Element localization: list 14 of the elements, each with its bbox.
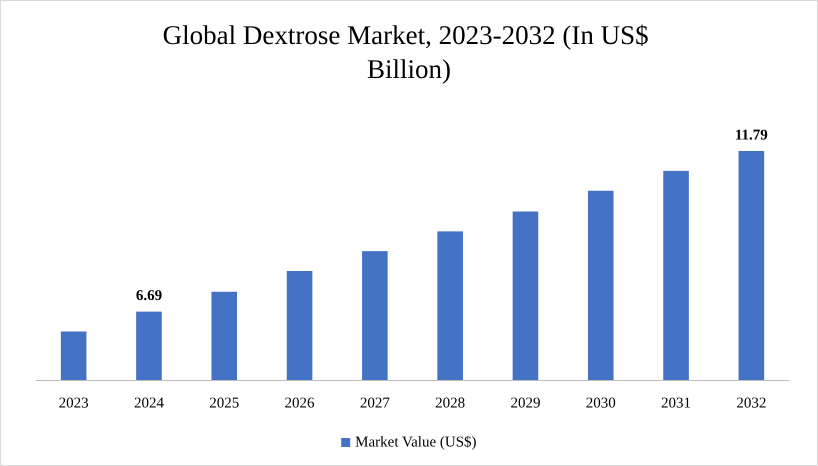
data-label: 11.79	[734, 128, 768, 144]
x-tick-label: 2026	[284, 396, 316, 412]
x-tick-label: 2025	[209, 396, 240, 412]
chart-title: Global Dextrose Market, 2023-2032 (In US$ Billion)	[162, 20, 656, 84]
x-tick-label: 2028	[435, 396, 466, 412]
x-tick-label: 2027	[360, 396, 390, 412]
x-tick-label: 2024	[134, 396, 164, 412]
x-tick-label: 2031	[661, 396, 692, 412]
x-tick-label: 2030	[586, 396, 616, 412]
x-tick-label: 2032	[736, 396, 766, 412]
data-label: 6.69	[136, 288, 162, 304]
x-tick-label: 2029	[510, 396, 540, 412]
legend-label: Market Value (US$)	[355, 434, 477, 450]
x-tick-label: 2023	[58, 396, 89, 412]
